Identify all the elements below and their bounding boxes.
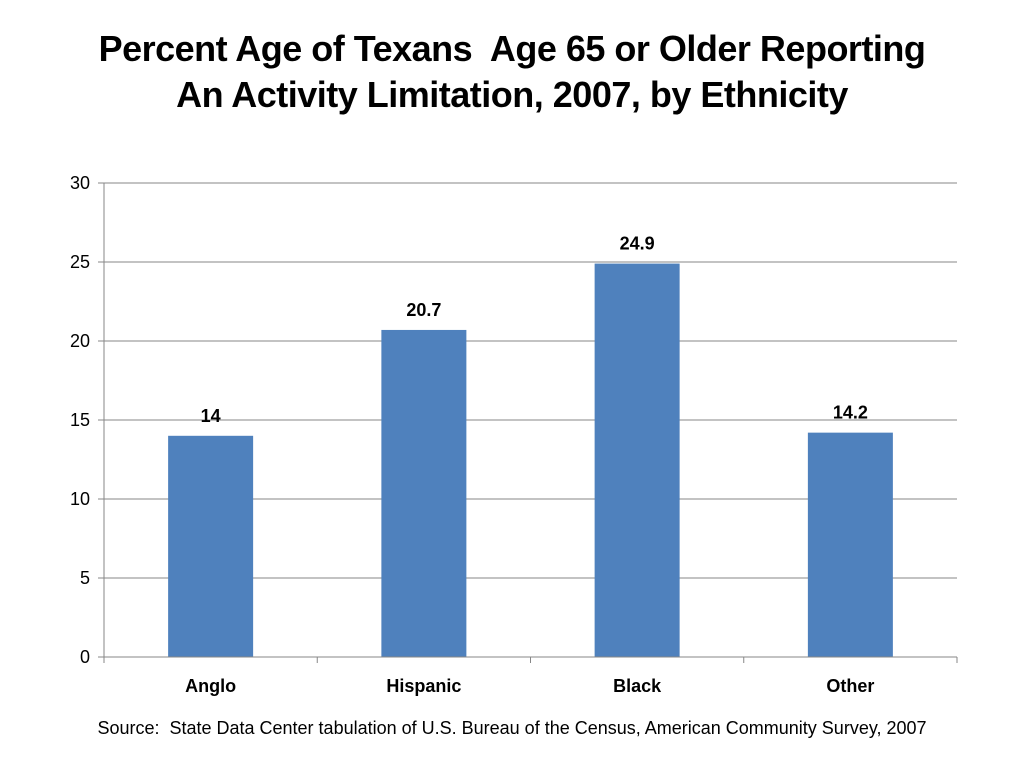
y-tick-label: 5 [80,568,90,588]
y-tick-label: 10 [70,489,90,509]
data-label: 24.9 [620,234,655,254]
bar-black [594,263,680,657]
x-tick-label: Hispanic [386,676,461,696]
y-tick-label: 30 [70,173,90,193]
bar-anglo [168,435,254,657]
chart-title: Percent Age of Texans Age 65 or Older Re… [0,26,1024,118]
y-tick-label: 25 [70,252,90,272]
x-tick-label: Anglo [185,676,236,696]
chart-title-line-2: An Activity Limitation, 2007, by Ethnici… [176,74,848,115]
x-tick-label: Black [613,676,662,696]
bar-other [807,432,893,657]
bar-chart: 0 5 10 15 20 25 30 14 Anglo 20.7 Hispanic 24.9 Black… [70,173,958,696]
source-note: Source: State Data Center tabulation of … [97,718,927,738]
data-label: 20.7 [406,300,441,320]
y-tick-label: 20 [70,331,90,351]
y-tick-label: 0 [80,647,90,667]
y-tick-label: 15 [70,410,90,430]
x-tick-label: Other [826,676,874,696]
data-label: 14 [201,406,221,426]
bar-hispanic [381,329,467,657]
data-label: 14.2 [833,403,868,423]
chart-title-line-1: Percent Age of Texans Age 65 or Older Re… [98,28,926,69]
